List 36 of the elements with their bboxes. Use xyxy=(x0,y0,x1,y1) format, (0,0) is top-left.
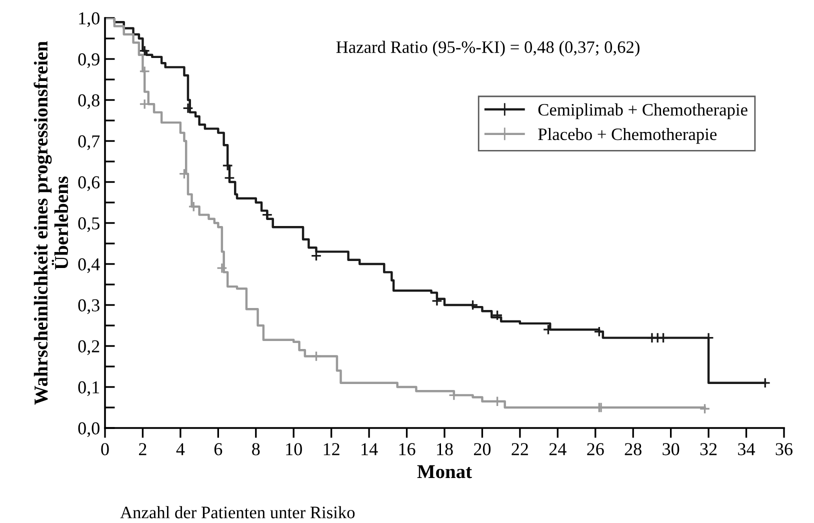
x-tick-label: 26 xyxy=(587,443,604,456)
x-tick-label: 20 xyxy=(474,443,491,456)
x-tick-label: 34 xyxy=(738,443,756,456)
legend-label: Cemiplimab + Chemotherapie xyxy=(538,103,748,120)
y-tick-label: 0,4 xyxy=(78,258,100,274)
x-tick-label: 14 xyxy=(362,443,378,456)
x-tick-label: 36 xyxy=(776,443,792,456)
x-axis-title: Monat xyxy=(417,465,472,478)
x-tick-label: 24 xyxy=(549,443,566,456)
y-tick-label: 0,7 xyxy=(78,135,100,150)
y-tick-label: 0,1 xyxy=(78,381,100,396)
y-tick-label: 0,2 xyxy=(78,340,100,356)
x-tick-label: 22 xyxy=(512,443,528,456)
y-tick-label: 0,8 xyxy=(78,94,100,110)
x-tick-label: 2 xyxy=(139,443,146,456)
legend-label: Placebo + Chemotherapie xyxy=(538,128,717,144)
x-tick-label: 30 xyxy=(662,443,680,456)
y-tick-label: 0,5 xyxy=(78,217,100,232)
y-tick-label: 0,6 xyxy=(78,176,100,192)
y-tick-label: 1,0 xyxy=(79,12,100,28)
x-tick-label: 8 xyxy=(252,443,260,456)
text: Anzahl der Patienten unter Risiko xyxy=(120,506,355,518)
x-tick-label: 16 xyxy=(399,443,416,456)
y-axis-title: Wahrscheinlichkeit eines progressionsfreien Überlebens xyxy=(34,41,68,405)
x-tick-label: 12 xyxy=(324,443,340,456)
x-tick-label: 0 xyxy=(101,443,109,456)
x-tick-label: 4 xyxy=(176,443,185,456)
x-tick-label: 18 xyxy=(437,443,453,456)
y-tick-label: 0,3 xyxy=(78,299,100,314)
x-tick-label: 6 xyxy=(214,443,222,456)
y-tick-label: 0,9 xyxy=(78,53,100,68)
x-tick-label: 28 xyxy=(624,443,642,456)
x-tick-label: 32 xyxy=(700,443,717,456)
y-tick-label: 0,0 xyxy=(78,422,100,438)
annotation: Hazard Ratio (95-%-KI) = 0,48 (0,37; 0,62) xyxy=(336,40,640,57)
x-tick-label: 10 xyxy=(286,443,302,456)
